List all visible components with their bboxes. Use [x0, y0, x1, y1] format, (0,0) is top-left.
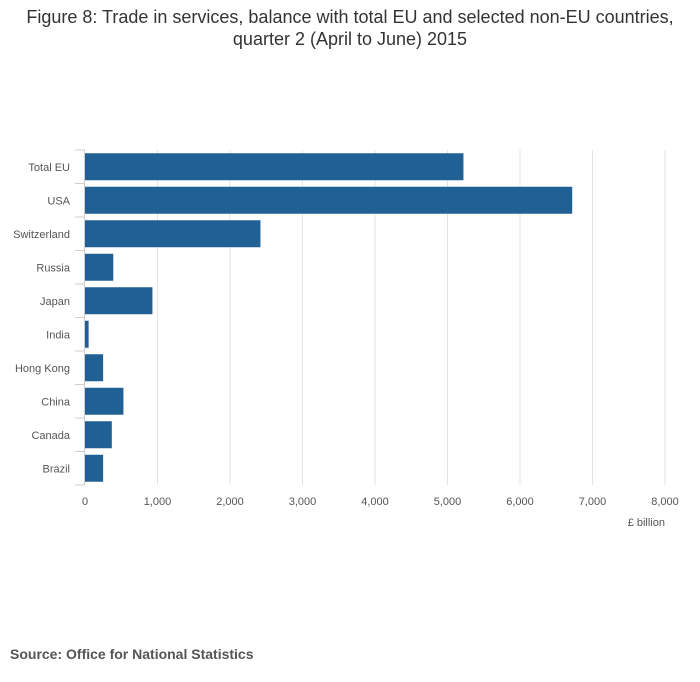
- x-tick-label: 0: [82, 496, 88, 508]
- y-tick-label: Canada: [31, 430, 70, 442]
- y-tick-label: Russia: [36, 262, 71, 274]
- bar-india: [85, 320, 89, 348]
- x-tick-label: 6,000: [506, 496, 534, 508]
- y-tick-label: Switzerland: [13, 229, 70, 241]
- y-tick-label: Total EU: [28, 162, 70, 174]
- x-tick-label: 8,000: [651, 496, 679, 508]
- y-tick-label: USA: [47, 195, 70, 207]
- x-tick-label: 1,000: [144, 496, 172, 508]
- bar-hong-kong: [85, 354, 104, 382]
- x-axis-unit-label: £ billion: [628, 517, 665, 529]
- bar-canada: [85, 421, 112, 449]
- x-tick-label: 7,000: [579, 496, 607, 508]
- x-tick-label: 2,000: [216, 496, 244, 508]
- bar-switzerland: [85, 220, 261, 248]
- bar-total-eu: [85, 153, 464, 181]
- source-note: Source: Office for National Statistics: [10, 646, 254, 662]
- y-tick-label: China: [41, 396, 71, 408]
- x-tick-label: 4,000: [361, 496, 389, 508]
- bar-russia: [85, 253, 114, 281]
- bar-china: [85, 387, 124, 415]
- chart-title: Figure 8: Trade in services, balance wit…: [26, 7, 674, 49]
- y-tick-label: Hong Kong: [15, 363, 70, 375]
- y-tick-label: Japan: [40, 296, 70, 308]
- bar-layer: [85, 153, 573, 482]
- x-tick-label: 3,000: [289, 496, 317, 508]
- bar-brazil: [85, 454, 104, 482]
- y-tick-label: India: [46, 329, 71, 341]
- x-tick-label: 5,000: [434, 496, 462, 508]
- bar-japan: [85, 287, 153, 315]
- bar-usa: [85, 186, 573, 214]
- axis-layer: 0 1,000 2,000 3,000 4,000 5,000 6,000 7,000 8,00…: [13, 149, 679, 508]
- y-tick-label: Brazil: [42, 463, 70, 475]
